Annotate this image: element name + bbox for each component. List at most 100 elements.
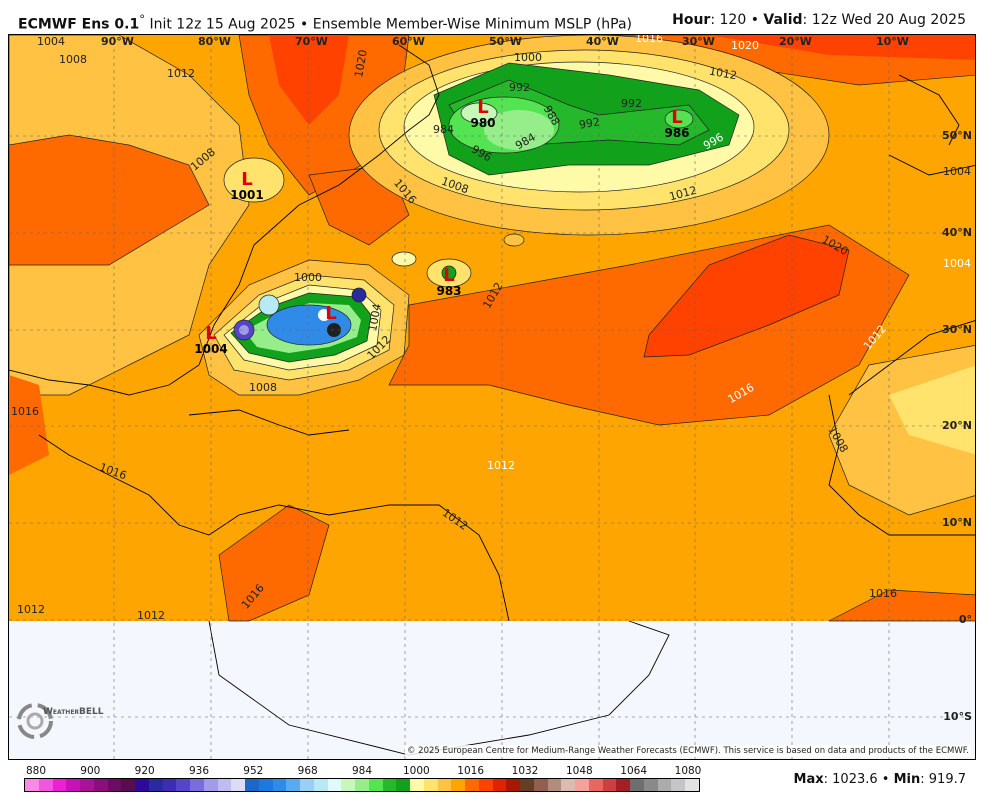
colorbar-swatch: [190, 779, 204, 791]
contour-label: 1012: [487, 459, 515, 472]
low-value: 1004: [194, 342, 228, 356]
lon-label: 70°W: [295, 35, 328, 48]
colorbar-tick-label: 1080: [674, 765, 702, 777]
colorbar-swatch: [643, 779, 658, 791]
band-996-small-low: [441, 265, 457, 281]
colorbar-swatch: [616, 779, 630, 791]
low-pressure-marker: L 986: [657, 109, 697, 140]
band-925-cluster: [351, 287, 367, 303]
forecast-time: Hour: 120 • Valid: 12z Wed 20 Aug 2025: [672, 12, 966, 28]
contour-label: 1012: [137, 609, 165, 622]
band-976-cluster: [258, 294, 280, 316]
mslp-map: 90°W 80°W 70°W 60°W 50°W 40°W 30°W 20°W …: [8, 34, 976, 760]
coastlines: [9, 44, 975, 756]
separator: •: [881, 772, 890, 787]
contour-label: 992: [621, 97, 642, 110]
band-1016-andes: [218, 504, 330, 622]
colorbar-swatch: [492, 779, 507, 791]
map-title: ECMWF Ens 0.1° Init 12z 15 Aug 2025 • En…: [18, 12, 632, 33]
colorbar-swatch: [203, 779, 218, 791]
separator: •: [300, 16, 309, 33]
colorbar-swatch: [341, 779, 355, 791]
low-symbol: L: [443, 265, 455, 286]
colorbar-tick-label: 1000: [402, 765, 430, 777]
contour-label: 992: [509, 81, 530, 94]
contour-label: 1000: [514, 51, 542, 64]
band-1016-mexico: [9, 375, 49, 475]
lon-label: 10°W: [876, 35, 909, 48]
init-time: Init 12z 15 Aug 2025: [149, 16, 296, 33]
graticule: [9, 35, 975, 759]
band-988-east-low: [664, 109, 694, 129]
contour-label: 1016: [635, 34, 663, 45]
colorbar-swatch: [685, 779, 699, 791]
lat-label: 10°S: [943, 710, 972, 723]
colorbar-swatch: [451, 779, 465, 791]
low-pressure-marker: L 1004: [191, 325, 231, 356]
band-980-north-low: [460, 102, 498, 124]
contour-label: 984: [433, 123, 454, 136]
colorbar-swatch: [80, 779, 94, 791]
separator: •: [750, 12, 759, 28]
colorbar-swatch: [300, 779, 314, 791]
colorbar-swatch: [396, 779, 410, 791]
swirl-icon: [17, 703, 53, 739]
band-1020-north: [709, 35, 975, 60]
low-value: 983: [436, 284, 462, 298]
lon-label: 80°W: [198, 35, 231, 48]
contour-label: 1004: [943, 165, 971, 178]
colorbar-tick-label: 1064: [620, 765, 648, 777]
contour-label: 1004: [943, 257, 971, 270]
band-1004-sahara: [889, 365, 975, 455]
low-pressure-marker: L 983: [429, 267, 469, 298]
lon-label: 20°W: [779, 35, 812, 48]
colorbar-swatch: [25, 779, 39, 791]
band-1020-canada: [269, 35, 349, 125]
contour-label: 1004: [37, 35, 65, 48]
colorbar-tick-label: 880: [25, 765, 47, 777]
colorbar-swatch: [245, 779, 259, 791]
colorbar-swatch: [478, 779, 493, 791]
min-value: 919.7: [928, 772, 966, 787]
band-1016-us: [9, 134, 210, 266]
colorbar-tick-label: 936: [188, 765, 210, 777]
colorbar-swatch: [176, 779, 190, 791]
contour-label: 1020: [731, 39, 759, 52]
valid-label: Valid: [763, 12, 803, 28]
band-1020-azores-high: [643, 234, 850, 358]
colorbar-tick-label: 984: [351, 765, 373, 777]
colorbar-swatch: [368, 779, 383, 791]
band-1008-eddy: [391, 251, 417, 267]
low-symbol: L: [241, 169, 253, 190]
low-pressure-marker: L: [311, 305, 351, 323]
colorbar-labels: 880 900 920 936 952 968 984 1000 1016 1032 1048 106…: [24, 765, 702, 779]
colorbar-swatch: [657, 779, 672, 791]
band-min-cluster: [327, 323, 341, 337]
copyright-notice: © 2025 European Centre for Medium-Range …: [404, 745, 971, 757]
colorbar-swatch: [423, 779, 438, 791]
colorbar-tick-label: 1032: [511, 765, 539, 777]
colorbar-swatch: [602, 779, 617, 791]
contour-label: 1012: [17, 603, 45, 616]
colorbar-tick-label: 900: [80, 765, 101, 777]
colorbar-swatch: [671, 779, 685, 791]
low-value: 986: [664, 126, 690, 140]
colorbar-swatch: [38, 779, 53, 791]
lon-label: 90°W: [101, 35, 134, 48]
colorbar-tick-label: 1048: [565, 765, 593, 777]
colorbar-swatch: [561, 779, 575, 791]
min-label: Min: [893, 772, 921, 787]
colorbar-swatch: [66, 779, 80, 791]
colorbar-swatch: [231, 779, 245, 791]
colorbar-swatch: [52, 779, 67, 791]
low-pressure-marker: L 1001: [227, 171, 267, 202]
hour-value: 120: [719, 12, 747, 28]
valid-value: 12z Wed 20 Aug 2025: [811, 12, 966, 28]
lat-label: 20°N: [941, 419, 972, 432]
contour-label: 1008: [249, 381, 277, 394]
band-1016-se: [828, 589, 975, 622]
colorbar-swatch: [506, 779, 520, 791]
colorbar-tick-label: 968: [297, 765, 318, 777]
band-1008-eddy-2: [503, 233, 525, 247]
contour-label: 1016: [869, 587, 897, 600]
